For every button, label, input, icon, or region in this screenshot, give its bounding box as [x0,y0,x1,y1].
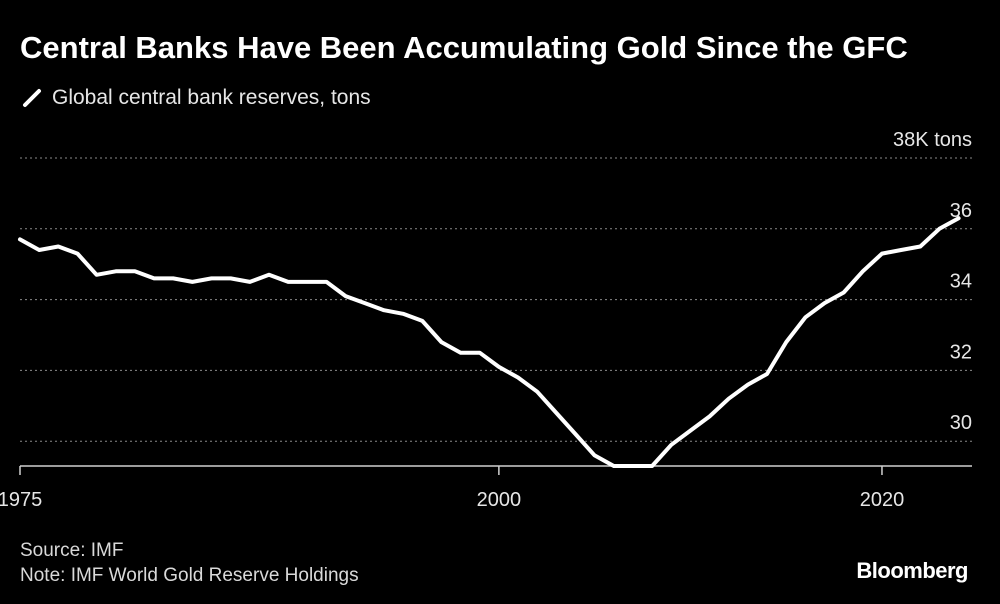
y-tick-label: 30 [950,412,972,434]
x-tick-label: 1975 [0,489,42,511]
y-tick-label: 38K tons [893,129,972,151]
x-tick-label: 2020 [860,489,905,511]
legend-line-icon [23,89,41,107]
chart-title: Central Banks Have Been Accumulating Gol… [20,30,908,65]
x-tick-label: 2000 [477,489,522,511]
source-note: Source: IMF [20,540,124,561]
y-tick-label: 36 [950,200,972,222]
legend-label: Global central bank reserves, tons [52,86,371,109]
bloomberg-logo: Bloomberg [856,558,968,583]
series-line [18,216,961,468]
y-tick-label: 34 [950,271,972,293]
footnote: Note: IMF World Gold Reserve Holdings [20,565,359,586]
legend: Global central bank reserves, tons [22,86,371,110]
y-tick-label: 32 [950,341,972,363]
